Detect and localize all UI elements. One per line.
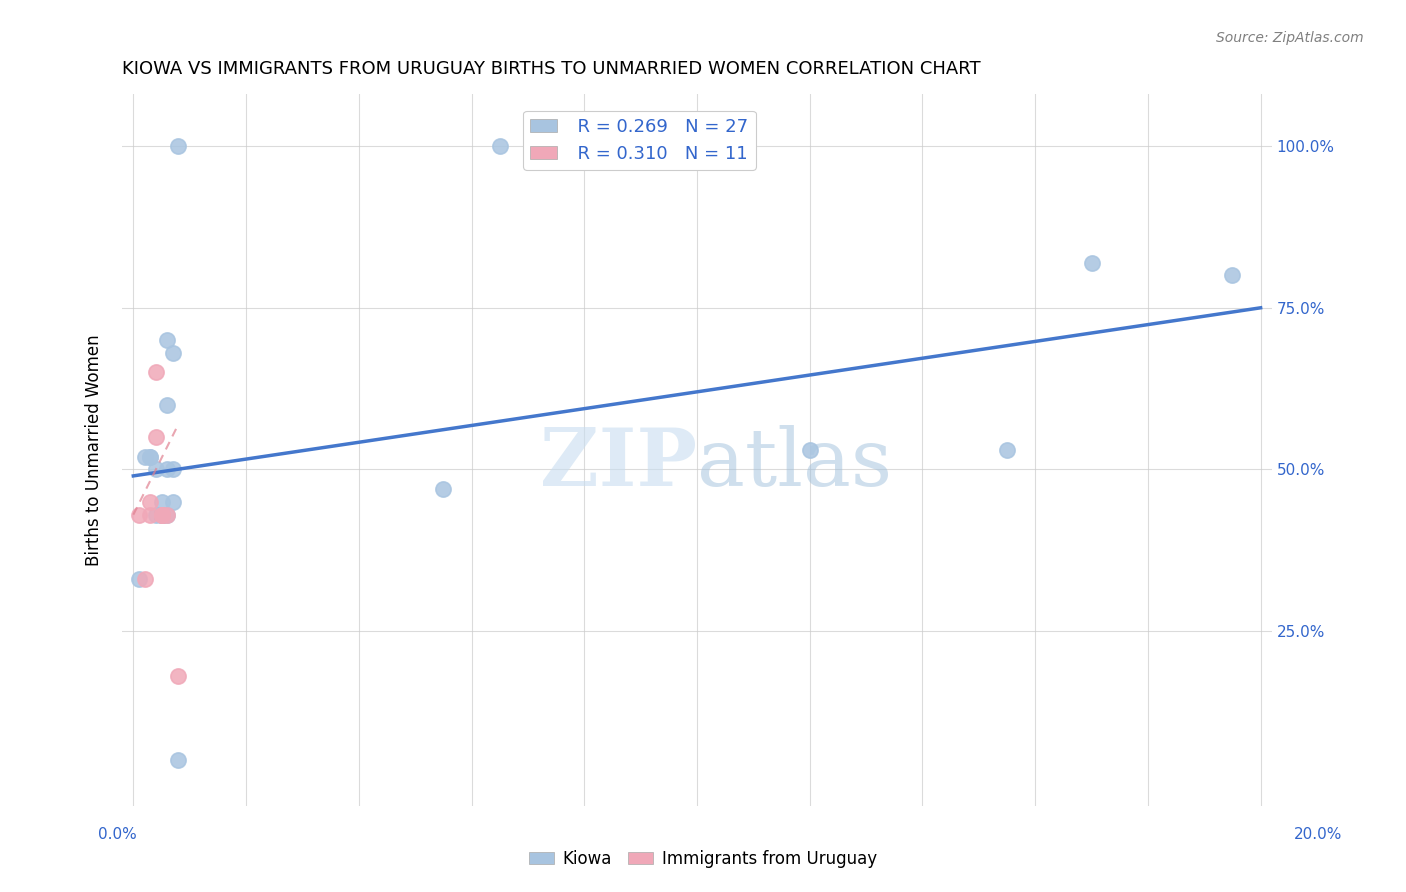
Point xyxy=(162,346,184,360)
Point xyxy=(139,450,162,464)
Point xyxy=(134,572,156,586)
Point xyxy=(139,495,162,509)
Point xyxy=(156,333,179,347)
Point xyxy=(658,139,681,153)
Point xyxy=(150,508,173,522)
Point xyxy=(145,508,167,522)
Text: atlas: atlas xyxy=(697,425,891,503)
Point xyxy=(150,508,173,522)
Point xyxy=(139,508,162,522)
Point xyxy=(162,495,184,509)
Point xyxy=(150,508,173,522)
Point xyxy=(156,462,179,476)
Text: 20.0%: 20.0% xyxy=(1295,827,1343,841)
Point xyxy=(145,462,167,476)
Point xyxy=(799,443,821,458)
Text: Source: ZipAtlas.com: Source: ZipAtlas.com xyxy=(1216,31,1364,45)
Point xyxy=(156,398,179,412)
Point xyxy=(162,462,184,476)
Point xyxy=(128,508,150,522)
Point xyxy=(145,430,167,444)
Point xyxy=(167,139,190,153)
Point xyxy=(167,753,190,767)
Point xyxy=(995,443,1018,458)
Point xyxy=(167,669,190,683)
Point xyxy=(139,450,162,464)
Point xyxy=(156,508,179,522)
Point xyxy=(150,508,173,522)
Legend: Kiowa, Immigrants from Uruguay: Kiowa, Immigrants from Uruguay xyxy=(523,844,883,875)
Point xyxy=(134,450,156,464)
Point xyxy=(150,508,173,522)
Y-axis label: Births to Unmarried Women: Births to Unmarried Women xyxy=(86,334,103,566)
Point xyxy=(150,508,173,522)
Text: KIOWA VS IMMIGRANTS FROM URUGUAY BIRTHS TO UNMARRIED WOMEN CORRELATION CHART: KIOWA VS IMMIGRANTS FROM URUGUAY BIRTHS … xyxy=(122,60,980,78)
Point xyxy=(128,572,150,586)
Point xyxy=(150,495,173,509)
Point xyxy=(150,508,173,522)
Text: 0.0%: 0.0% xyxy=(98,827,138,841)
Legend:   R = 0.269   N = 27,   R = 0.310   N = 11: R = 0.269 N = 27, R = 0.310 N = 11 xyxy=(523,111,756,170)
Point xyxy=(488,139,510,153)
Point xyxy=(1080,255,1102,269)
Point xyxy=(156,508,179,522)
Point xyxy=(145,366,167,380)
Point xyxy=(432,482,454,496)
Point xyxy=(1222,268,1244,283)
Text: ZIP: ZIP xyxy=(540,425,697,503)
